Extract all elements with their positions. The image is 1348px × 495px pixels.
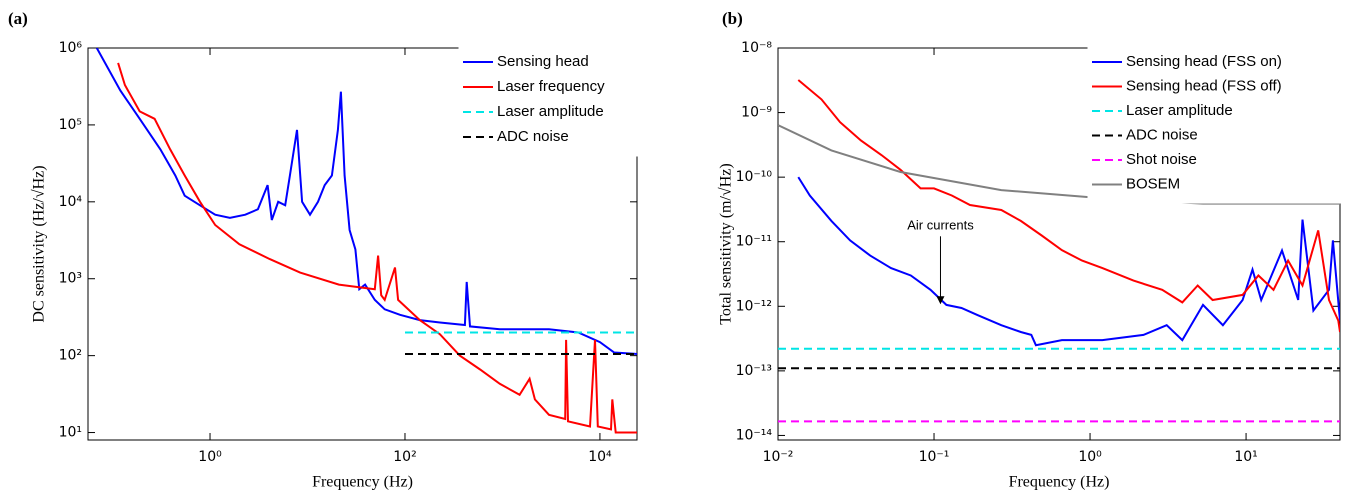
plot-area [95, 48, 637, 434]
legend-box [1087, 47, 1341, 204]
x-axis-label: Frequency (Hz) [1009, 474, 1110, 491]
x-tick-label: 10⁻² [763, 449, 794, 465]
y-tick-label: 10¹ [59, 425, 82, 441]
y-tick-label: 10² [59, 348, 82, 364]
legend-label: Sensing head (FSS on) [1126, 53, 1282, 70]
series-line [797, 176, 1340, 347]
y-tick-label: 10⁻¹⁴ [736, 427, 773, 443]
legend-label: ADC noise [497, 128, 569, 145]
y-axis-label: DC sensitivity (Hz/√Hz) [31, 165, 48, 322]
legend-label: Sensing head (FSS off) [1126, 77, 1282, 94]
x-tick-label: 10² [393, 449, 416, 465]
y-tick-label: 10⁻¹² [736, 298, 772, 314]
arrow-head [936, 296, 945, 305]
panel-label: (a) [8, 9, 28, 28]
axes-frame [87, 47, 638, 441]
series-line [778, 124, 1340, 205]
y-tick-label: 10⁻⁸ [741, 40, 772, 56]
legend-label: Shot noise [1126, 151, 1197, 168]
plot-area [778, 79, 1340, 423]
x-axis-label: Frequency (Hz) [312, 474, 413, 491]
annotation: Air currents [907, 218, 974, 233]
series-line [117, 62, 637, 434]
legend-label: Laser frequency [497, 78, 605, 95]
series-line [797, 79, 1340, 333]
y-tick-label: 10⁻⁹ [741, 105, 772, 121]
x-tick-label: 10⁴ [588, 449, 612, 465]
legend-label: ADC noise [1126, 126, 1198, 143]
y-tick-label: 10⁵ [59, 117, 82, 133]
panel-label: (b) [722, 9, 743, 28]
legend-label: BOSEM [1126, 175, 1180, 192]
y-tick-label: 10⁻¹⁰ [736, 169, 773, 185]
x-tick-label: 10⁰ [1078, 449, 1102, 465]
y-tick-label: 10⁻¹¹ [736, 234, 772, 250]
x-tick-label: 10¹ [1234, 449, 1257, 465]
legend-label: Laser amplitude [497, 103, 604, 120]
series-line [95, 48, 637, 355]
x-tick-label: 10⁰ [198, 449, 222, 465]
y-tick-label: 10³ [59, 271, 82, 287]
axes-frame [777, 47, 1341, 441]
y-tick-label: 10⁻¹³ [736, 363, 772, 379]
legend-box [458, 47, 638, 157]
y-tick-label: 10⁶ [59, 40, 83, 56]
legend-label: Sensing head [497, 53, 589, 70]
legend-label: Laser amplitude [1126, 102, 1233, 119]
y-axis-label: Total sensitivity (m/√Hz) [718, 163, 735, 324]
y-tick-label: 10⁴ [59, 194, 83, 210]
x-tick-label: 10⁻¹ [919, 449, 950, 465]
